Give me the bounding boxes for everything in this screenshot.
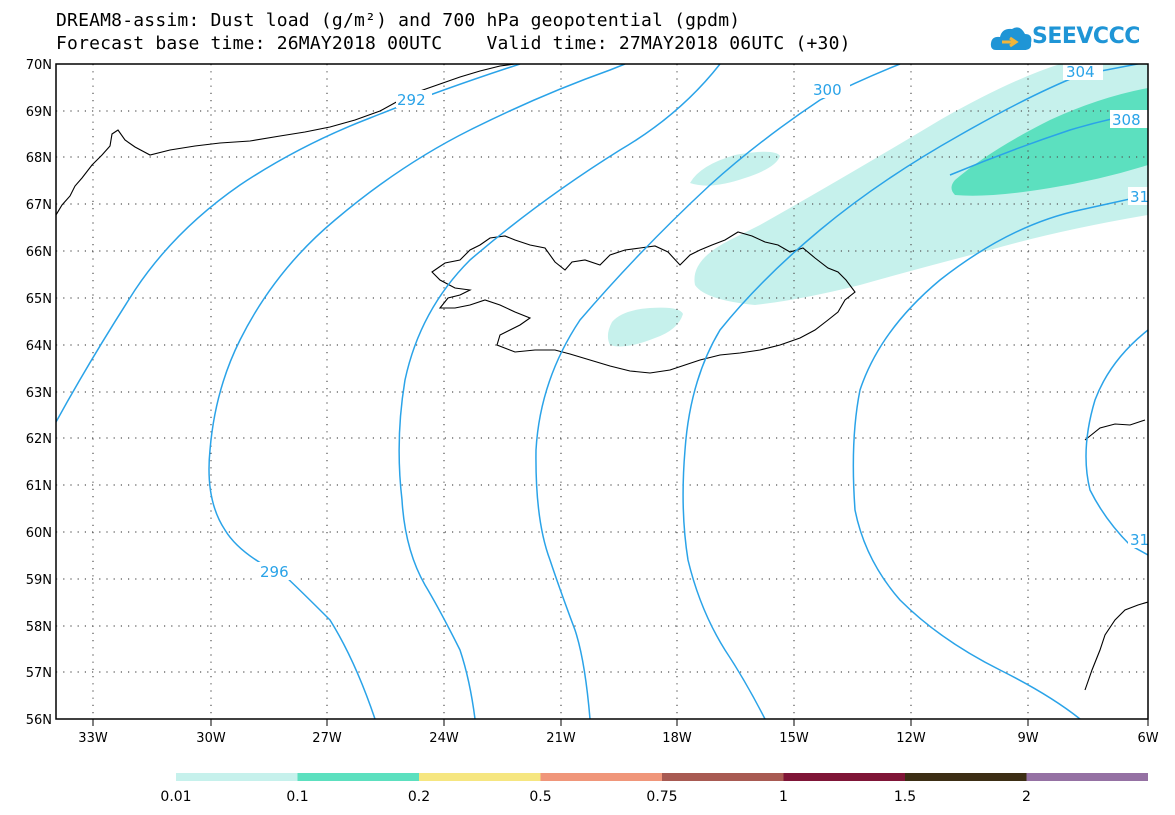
lon-label: 33W [78,731,108,746]
longitude-labels: 33W 30W 27W 24W 21W 18W 15W 12W 9W 6W [78,731,1158,746]
axis-ticks [92,719,1149,726]
map-subtitle: Forecast base time: 26MAY2018 00UTC Vali… [56,33,851,54]
lon-label: 30W [196,731,226,746]
colorbar-label: 0.5 [529,789,551,805]
dust-plume-light [694,64,1148,305]
lon-label: 18W [662,731,692,746]
lon-label: 27W [312,731,342,746]
lon-label: 9W [1017,731,1038,746]
colorbar-swatch [176,773,298,781]
colorbar-label: 0.1 [286,789,308,805]
dust-patch-interior [607,307,683,347]
contour-296b [398,64,721,719]
lat-label: 57N [26,666,52,681]
lat-label: 63N [26,386,52,401]
lat-label: 64N [26,339,52,354]
colorbar-swatch [905,773,1027,781]
contour-label-292: 292 [397,91,426,109]
colorbar-swatch [297,773,419,781]
lat-label: 68N [26,151,52,166]
latitude-labels: 70N 69N 68N 67N 66N 65N 64N 63N 62N 61N … [26,58,52,728]
contour-304 [682,64,1142,719]
lat-label: 61N [26,479,52,494]
dust-plume-core [951,88,1148,196]
seevccc-logo [990,27,1032,50]
dust-patch-north [690,151,780,186]
map-frame [55,63,1149,720]
lon-label: 12W [896,731,926,746]
lat-label: 60N [26,526,52,541]
colorbar-swatch [1026,773,1148,781]
colorbar-label: 0.75 [646,789,677,805]
contour-labels: 292 296 300 304 308 31 31 [256,62,1149,581]
colorbar-swatch [419,773,541,781]
contour-label-304: 304 [1066,63,1095,81]
contour-label-300: 300 [813,81,842,99]
graticule [56,64,1148,719]
map-title: DREAM8-assim: Dust load (g/m²) and 700 h… [56,10,741,31]
lat-label: 65N [26,292,52,307]
contour-308 [852,194,1148,719]
contour-label-296: 296 [260,563,289,581]
contour-label-308: 308 [1112,111,1141,129]
lat-label: 70N [26,58,52,73]
contour-292 [56,64,521,423]
lat-label: 58N [26,620,52,635]
contour-label-312-north: 31 [1130,188,1149,206]
lon-label: 6W [1137,731,1158,746]
contour-296 [208,64,626,719]
colorbar-label: 0.2 [408,789,430,805]
colorbar-label: 1 [779,789,788,805]
scotland-coast [1084,601,1148,691]
dust-shading [607,64,1148,347]
colorbar-swatch [662,773,784,781]
greenland-coast [56,64,516,216]
cloud-icon [990,27,1032,50]
lat-label: 69N [26,105,52,120]
colorbar-swatch [783,773,905,781]
contour-300 [535,64,901,719]
colorbar-label: 1.5 [894,789,916,805]
lon-label: 21W [546,731,576,746]
colorbar-label: 0.01 [160,789,191,805]
lat-label: 66N [26,245,52,260]
contour-312 [1085,329,1148,556]
lat-label: 62N [26,432,52,447]
colorbar-swatch [540,773,662,781]
logo-text: SEEVCCC [1032,24,1140,49]
colorbar-label: 2 [1022,789,1031,805]
lon-label: 15W [779,731,809,746]
lat-label: 59N [26,573,52,588]
scotland-coast-north [1084,419,1146,441]
geopotential-contours [56,64,1148,719]
lat-label: 67N [26,198,52,213]
lat-label: 56N [26,713,52,728]
colorbar: 0.01 0.1 0.2 0.5 0.75 1 1.5 2 [160,773,1148,805]
lon-label: 24W [429,731,459,746]
contour-label-312-south: 31 [1130,531,1149,549]
